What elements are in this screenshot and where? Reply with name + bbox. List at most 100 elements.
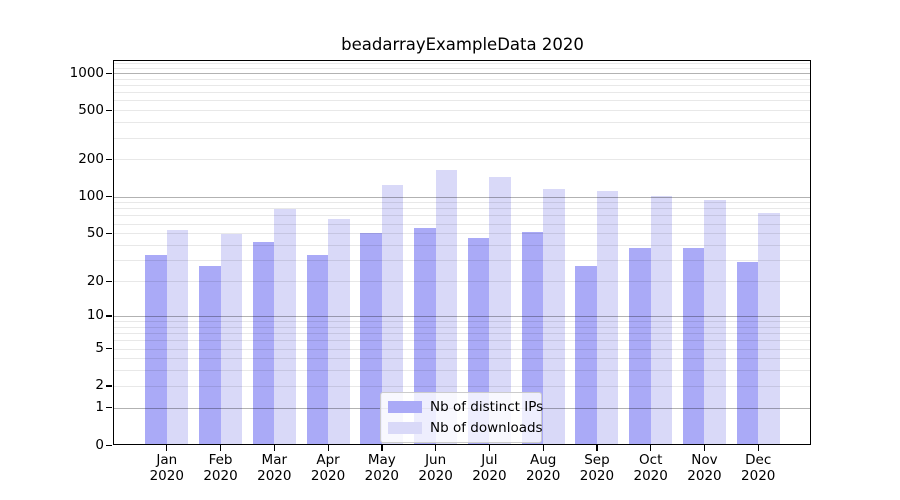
bar-downloads-sep <box>596 190 619 445</box>
gridline-50 <box>114 233 811 235</box>
gridline-800 <box>114 85 811 86</box>
x-tick-year-mar: 2020 <box>257 467 292 484</box>
y-tick-label-1: 1 <box>95 399 104 416</box>
x-tick-year-sep: 2020 <box>579 467 615 484</box>
gridline-40 <box>114 245 811 247</box>
x-tick-label-feb: Feb 2020 <box>189 452 253 484</box>
x-tick-label-apr: Apr 2020 <box>296 452 360 484</box>
bar-downloads-mar <box>274 209 296 445</box>
x-tick-year-may: 2020 <box>364 467 400 484</box>
y-tick-label-200: 200 <box>78 150 104 167</box>
y-tick-label-500: 500 <box>78 101 104 118</box>
gridline-5 <box>114 348 811 350</box>
x-tick-label-may: May 2020 <box>350 452 414 484</box>
x-tick-may <box>381 445 383 451</box>
bar-distinct-ips-may <box>360 233 382 445</box>
x-tick-nov <box>703 445 706 451</box>
y-tick-50 <box>106 232 112 234</box>
gridline-90 <box>114 202 811 204</box>
bar-distinct-ips-jan <box>145 255 167 445</box>
gridline-400 <box>114 122 811 124</box>
bar-downloads-may <box>381 184 404 445</box>
y-tick-label-50: 50 <box>86 224 104 241</box>
y-tick-label-2: 2 <box>95 377 104 394</box>
x-tick-apr <box>327 445 329 451</box>
x-tick-label-aug: Aug 2020 <box>511 452 575 484</box>
gridline-3 <box>114 370 811 372</box>
legend-item-downloads: Nb of downloads <box>388 420 543 436</box>
y-tick-label-5: 5 <box>95 340 104 357</box>
y-tick-1 <box>106 407 112 409</box>
bar-downloads-dec <box>758 212 780 445</box>
gridline-7 <box>114 333 811 335</box>
gridline-9 <box>114 321 811 323</box>
x-tick-label-jun: Jun 2020 <box>404 452 468 484</box>
gridline-900 <box>114 78 811 80</box>
chart-title: beadarrayExampleData 2020 <box>341 35 584 54</box>
gridline-60 <box>114 223 811 225</box>
y-tick-5 <box>106 348 112 350</box>
gridline-20 <box>114 281 811 283</box>
bar-downloads-jul <box>489 177 511 445</box>
gridline-4 <box>114 358 811 360</box>
legend-swatch-downloads <box>388 422 422 434</box>
bar-distinct-ips-oct <box>629 247 651 445</box>
x-tick-year-jul: 2020 <box>472 467 507 484</box>
bar-distinct-ips-nov <box>682 247 705 445</box>
bar-downloads-feb <box>220 234 243 445</box>
y-tick-1000 <box>106 72 112 74</box>
x-tick-jan <box>166 445 168 451</box>
x-tick-year-jan: 2020 <box>149 467 184 484</box>
gridline-8 <box>114 326 811 328</box>
x-tick-label-sep: Sep 2020 <box>565 452 629 484</box>
x-tick-year-jun: 2020 <box>418 467 453 484</box>
y-tick-2 <box>106 385 112 387</box>
legend-label-downloads: Nb of downloads <box>430 420 543 436</box>
x-tick-year-apr: 2020 <box>310 467 346 484</box>
y-tick-10 <box>106 315 112 317</box>
gridline-300 <box>114 137 811 139</box>
bar-distinct-ips-feb <box>199 265 221 445</box>
x-tick-oct <box>650 445 652 451</box>
bar-downloads-apr <box>328 218 350 445</box>
bar-distinct-ips-apr <box>306 255 329 445</box>
gridline-200 <box>114 159 811 161</box>
bar-downloads-jun <box>435 170 458 445</box>
bar-downloads-nov <box>704 199 726 445</box>
x-tick-mar <box>273 445 275 451</box>
x-tick-year-feb: 2020 <box>203 467 238 484</box>
gridline-1200 <box>114 63 811 65</box>
gridline-80 <box>114 208 811 210</box>
y-tick-label-0: 0 <box>95 436 104 453</box>
bar-distinct-ips-jun <box>414 228 436 445</box>
legend-swatch-distinct-ips <box>388 401 422 413</box>
gridline-500 <box>114 110 811 112</box>
bar-distinct-ips-dec <box>736 261 759 445</box>
bar-downloads-aug <box>543 189 565 445</box>
bar-distinct-ips-sep <box>575 265 597 445</box>
x-tick-label-dec: Dec 2020 <box>726 452 790 484</box>
gridline-600 <box>114 100 811 102</box>
bar-downloads-oct <box>650 195 673 445</box>
gridline-30 <box>114 260 811 262</box>
x-tick-year-nov: 2020 <box>687 467 722 484</box>
y-tick-label-100: 100 <box>78 188 104 204</box>
gridline-100 <box>114 196 811 198</box>
bar-downloads-jan <box>166 230 189 445</box>
x-tick-sep <box>596 445 598 451</box>
gridline-1000 <box>114 73 811 74</box>
gridline-2 <box>114 385 811 387</box>
y-tick-100 <box>106 196 112 198</box>
y-tick-label-10: 10 <box>86 307 104 324</box>
gridline-70 <box>114 215 811 217</box>
legend: Nb of distinct IPs Nb of downloads <box>380 392 543 443</box>
legend-item-distinct-ips: Nb of distinct IPs <box>388 399 543 415</box>
y-tick-label-20: 20 <box>86 272 104 289</box>
gridline-700 <box>114 92 811 94</box>
y-tick-label-1000: 1000 <box>69 64 104 81</box>
y-tick-500 <box>106 109 112 111</box>
y-tick-200 <box>106 158 112 161</box>
x-tick-label-nov: Nov 2020 <box>672 452 736 484</box>
